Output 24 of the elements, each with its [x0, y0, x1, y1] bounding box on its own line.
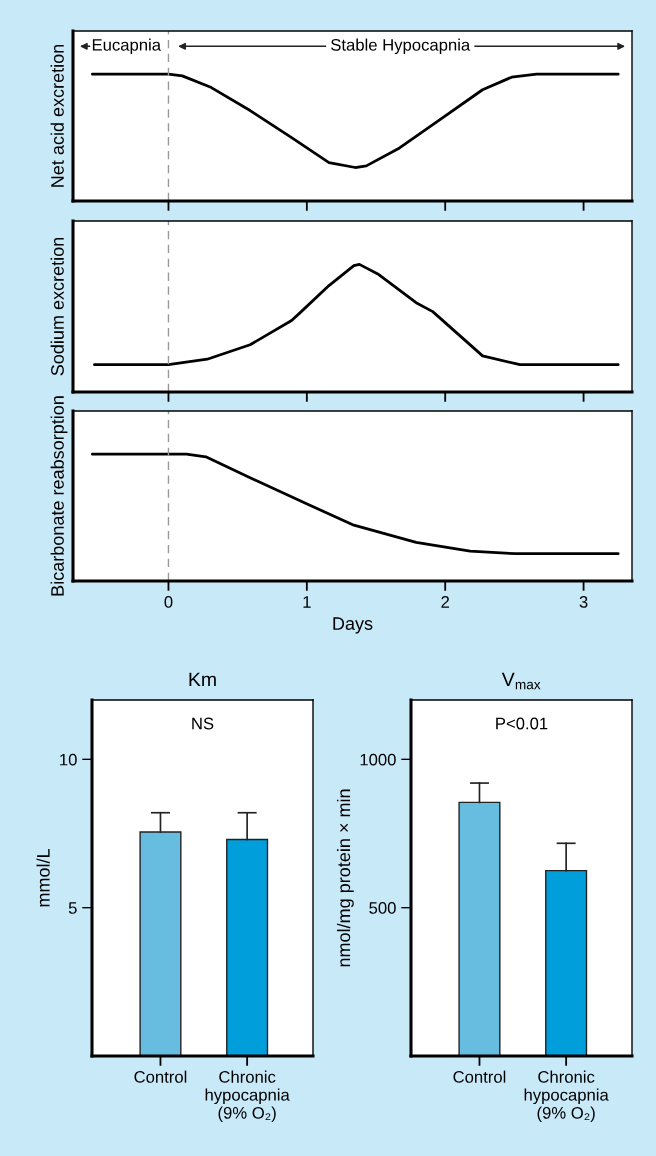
text: Eucapnia: [92, 38, 162, 55]
y-tick-label: 10: [60, 753, 77, 766]
annotation: P<0.01: [496, 717, 548, 730]
annotation: NS: [192, 717, 214, 730]
x-tick-label: Control: [134, 1070, 187, 1083]
x-tick-label: 3: [579, 596, 588, 608]
chart-title: Km: [189, 672, 216, 687]
x-tick-label: Chronic hypocapnia (9% O₂): [524, 1070, 609, 1123]
y-axis-title: mmol/L: [36, 849, 50, 907]
x-tick-label: Chronic hypocapnia (9% O₂): [205, 1070, 290, 1123]
y-axis-title: Net acid excretion: [50, 44, 64, 187]
y-tick-label: 1000: [360, 753, 396, 766]
y-axis-title: Bicarbonate reabsorption: [50, 396, 68, 596]
text: Stable Hypocapnia: [331, 38, 471, 55]
x-tick-label: 2: [441, 596, 449, 608]
x-tick-label: 0: [164, 596, 173, 608]
chart-title: V$_{max}$: [501, 672, 541, 690]
y-tick-label: 500: [369, 902, 396, 914]
x-tick-label: Control: [453, 1070, 506, 1083]
y-axis-title: nmol/mg protein × min: [336, 789, 354, 967]
y-axis-title: Sodium excretion: [50, 237, 64, 376]
x-tick-label: 1: [303, 596, 311, 608]
y-tick-label: 5: [68, 902, 77, 914]
x-axis-title: Days: [333, 617, 373, 634]
